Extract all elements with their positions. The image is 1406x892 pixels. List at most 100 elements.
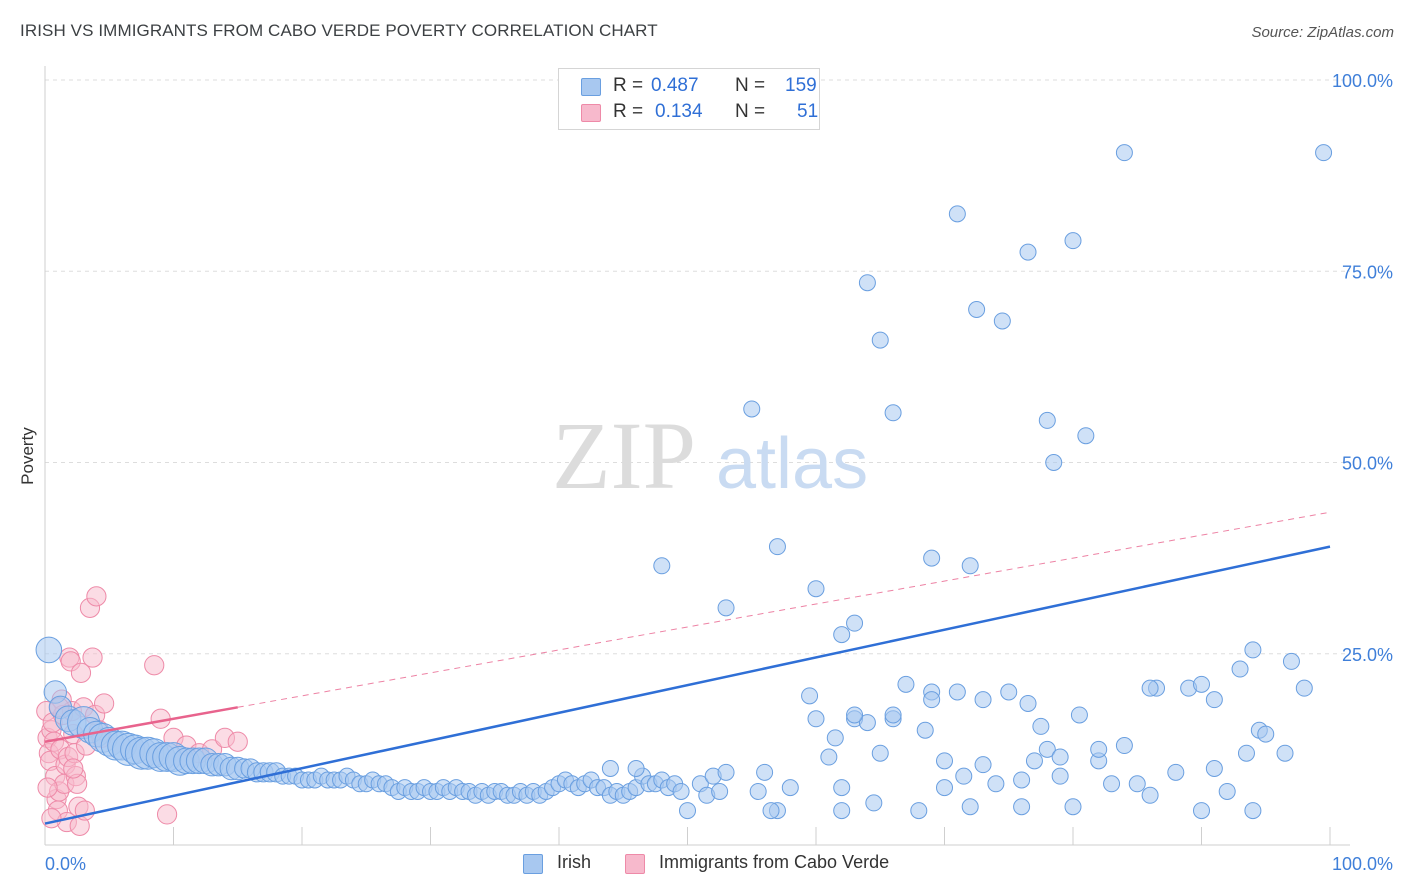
irish-point (781, 779, 799, 797)
irish-point (807, 710, 825, 728)
cabo-point (156, 804, 178, 825)
watermark: ZIP atlas (552, 402, 868, 509)
irish-point (961, 798, 979, 816)
irish-point (1141, 679, 1159, 697)
y-tick-label: 100.0% (1332, 71, 1393, 91)
tick-labels: 25.0% 50.0% 75.0% 100.0% 0.0% 100.0% (45, 71, 1393, 874)
irish-point (1244, 641, 1262, 659)
irish-point (833, 802, 851, 820)
cabo-point (144, 655, 165, 676)
cabo-point (82, 647, 103, 668)
irish-point (1103, 775, 1121, 793)
cabo-point (227, 731, 248, 752)
irish-point (1115, 144, 1133, 162)
irish-point (1237, 744, 1255, 762)
cabo-n-label: N = (735, 101, 766, 122)
cabo-point (37, 777, 58, 798)
irish-point (1128, 775, 1146, 793)
irish-r-label: R = (613, 75, 644, 96)
irish-point (1244, 802, 1262, 820)
irish-point (955, 767, 973, 785)
irish-point (1231, 660, 1249, 678)
irish-point (1019, 243, 1037, 261)
cabo-point (70, 662, 92, 683)
irish-point (1000, 683, 1018, 701)
irish-point (1257, 725, 1275, 743)
irish-point (974, 691, 992, 709)
cabo-n-value: 51 (797, 101, 819, 122)
irish-point (35, 636, 63, 664)
irish-point (974, 756, 992, 774)
irish-point (833, 779, 851, 797)
irish-point (1315, 144, 1333, 162)
irish-point (858, 714, 876, 732)
irish-point (884, 706, 902, 724)
chart-title: IRISH VS IMMIGRANTS FROM CABO VERDE POVE… (20, 21, 658, 40)
irish-point (1115, 737, 1133, 755)
irish-point (1038, 740, 1056, 758)
irish-point (846, 614, 864, 632)
irish-point (717, 599, 735, 617)
irish-point (1051, 767, 1069, 785)
irish-point (1218, 782, 1236, 800)
irish-r-value: 0.487 (651, 75, 699, 96)
irish-point (1032, 717, 1050, 735)
cabo-trend-line-solid (44, 706, 238, 743)
irish-point (897, 675, 915, 693)
cabo-swatch (581, 104, 601, 122)
irish-point (1276, 744, 1294, 762)
irish-point (749, 782, 767, 800)
irish-point (1013, 798, 1031, 816)
irish-point (871, 331, 889, 349)
irish-point (1205, 691, 1223, 709)
irish-point (679, 802, 696, 820)
legend-cabo-label: Immigrants from Cabo Verde (659, 852, 890, 872)
irish-n-value: 159 (785, 75, 817, 96)
irish-trend-line (44, 545, 1331, 825)
irish-point (627, 760, 645, 777)
cabo-point (86, 586, 107, 607)
irish-point (1193, 675, 1210, 693)
irish-point (1051, 748, 1069, 766)
irish-point (923, 691, 941, 709)
irish-point (601, 760, 619, 777)
irish-point (961, 557, 979, 575)
irish-point (807, 580, 825, 598)
cabo-r-label: R = (613, 101, 644, 122)
irish-swatch (581, 78, 601, 96)
irish-point (1070, 706, 1088, 724)
cabo-point (63, 758, 84, 779)
irish-point (884, 404, 902, 422)
irish-point (1019, 694, 1037, 712)
watermark-zip: ZIP (552, 402, 696, 509)
irish-point (820, 748, 838, 766)
y-tick-label: 50.0% (1342, 454, 1393, 474)
irish-point (993, 312, 1011, 330)
irish-point (936, 779, 953, 797)
trend-lines (44, 511, 1331, 825)
gridlines (45, 79, 1350, 655)
irish-point (672, 782, 690, 800)
irish-point (826, 729, 844, 747)
irish-point (833, 626, 851, 644)
irish-point (948, 683, 966, 701)
irish-point (916, 721, 934, 739)
irish-point (1282, 652, 1300, 670)
irish-point (653, 557, 671, 575)
irish-point (987, 775, 1005, 793)
irish-point (762, 802, 780, 820)
x-tick-label-min: 0.0% (45, 854, 86, 874)
irish-point (1167, 763, 1185, 781)
y-tick-label: 75.0% (1342, 262, 1393, 282)
irish-point (1141, 786, 1159, 804)
irish-point (936, 752, 953, 770)
cabo-point (94, 693, 115, 714)
irish-point (1064, 798, 1082, 816)
irish-point (1038, 411, 1056, 429)
irish-point (858, 274, 876, 292)
cabo-point (41, 808, 62, 829)
irish-point (1013, 771, 1031, 789)
irish-point (711, 782, 729, 800)
cabo-trend-line-dashed (237, 511, 1331, 708)
axes (44, 66, 1350, 846)
